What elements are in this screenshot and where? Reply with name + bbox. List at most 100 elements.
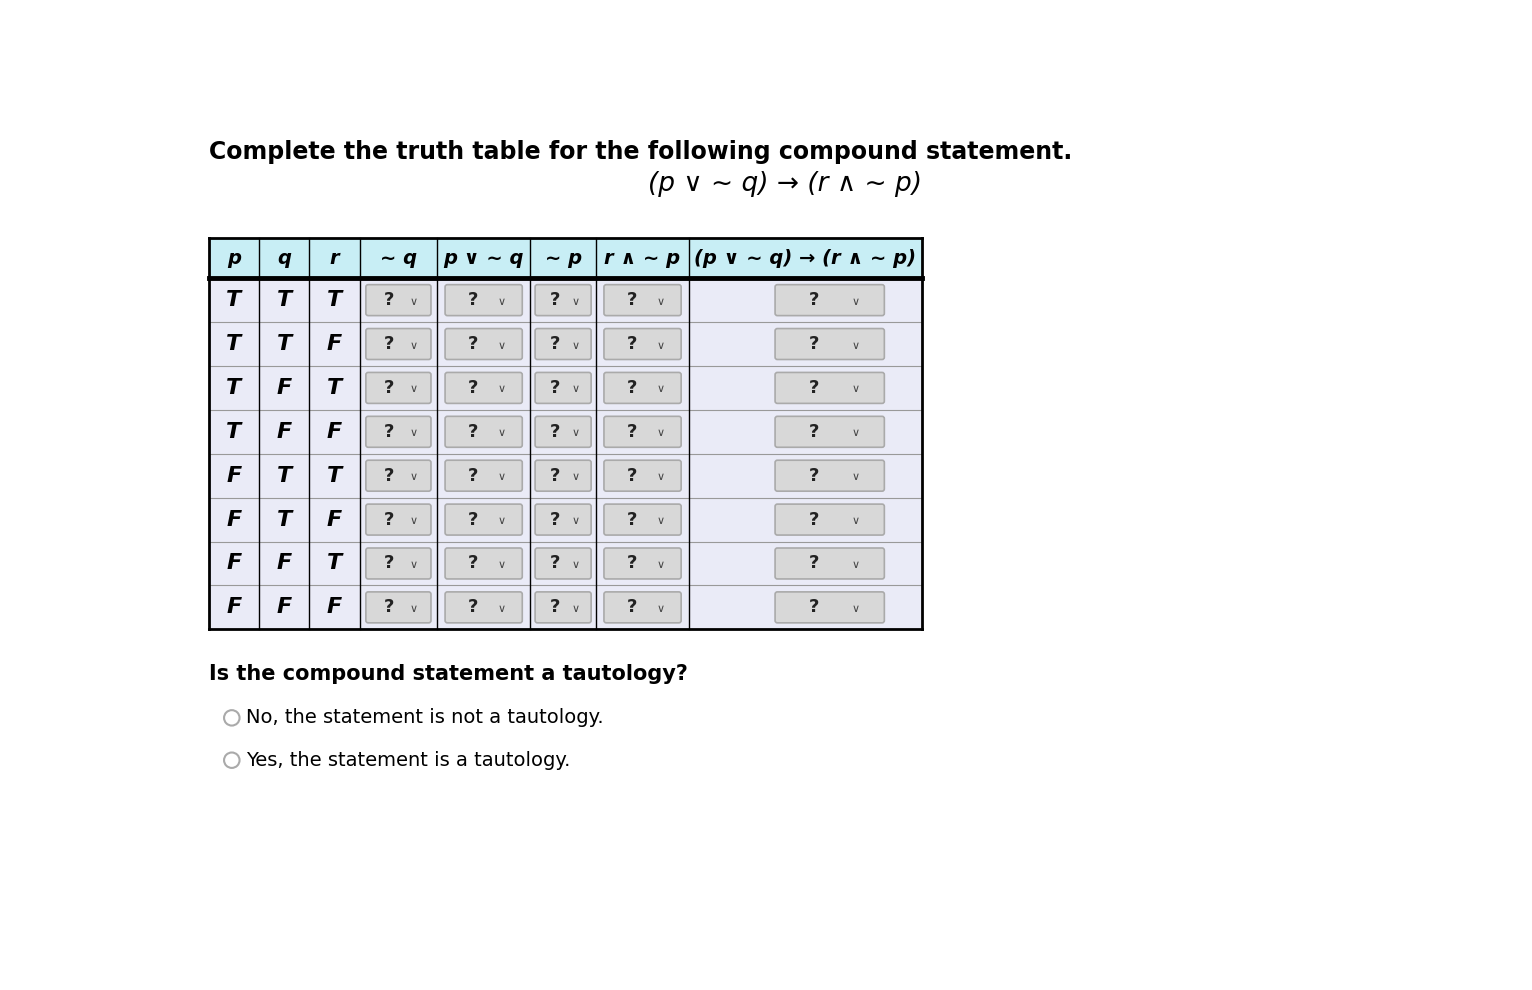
Text: q: q	[277, 248, 291, 267]
FancyBboxPatch shape	[366, 329, 430, 359]
Text: ∨: ∨	[571, 472, 581, 482]
Text: ?: ?	[550, 423, 561, 441]
Text: p ∨ ∼ q: p ∨ ∼ q	[443, 248, 524, 267]
Text: F: F	[276, 597, 291, 618]
FancyBboxPatch shape	[446, 417, 522, 447]
Text: ∼ p: ∼ p	[544, 248, 582, 267]
Text: ?: ?	[385, 598, 395, 617]
Text: ?: ?	[385, 554, 395, 572]
Text: ∨: ∨	[409, 297, 418, 307]
Text: ∨: ∨	[498, 472, 506, 482]
Text: ?: ?	[467, 379, 478, 397]
Text: ?: ?	[467, 598, 478, 617]
Text: ?: ?	[467, 511, 478, 529]
FancyBboxPatch shape	[366, 548, 430, 579]
FancyBboxPatch shape	[366, 504, 430, 535]
FancyBboxPatch shape	[604, 460, 682, 491]
Text: ?: ?	[385, 423, 395, 441]
FancyBboxPatch shape	[604, 548, 682, 579]
FancyBboxPatch shape	[604, 329, 682, 359]
Text: T: T	[326, 290, 342, 310]
FancyBboxPatch shape	[366, 460, 430, 491]
Text: ∨: ∨	[409, 472, 418, 482]
FancyBboxPatch shape	[604, 592, 682, 623]
Text: T: T	[326, 378, 342, 398]
FancyBboxPatch shape	[446, 329, 522, 359]
Text: ∨: ∨	[571, 604, 581, 614]
Text: ∨: ∨	[409, 384, 418, 394]
Text: r: r	[329, 248, 339, 267]
FancyBboxPatch shape	[535, 504, 591, 535]
Text: ∨: ∨	[409, 604, 418, 614]
Text: T: T	[326, 553, 342, 573]
FancyBboxPatch shape	[446, 504, 522, 535]
Text: ?: ?	[385, 379, 395, 397]
Text: T: T	[227, 422, 242, 442]
FancyBboxPatch shape	[366, 592, 430, 623]
Text: ∨: ∨	[498, 341, 506, 350]
Text: T: T	[277, 334, 291, 354]
Text: ?: ?	[627, 335, 637, 353]
FancyBboxPatch shape	[604, 372, 682, 403]
Bar	[208, 366, 922, 410]
FancyBboxPatch shape	[775, 329, 884, 359]
Text: ∨: ∨	[657, 516, 665, 526]
Text: ∨: ∨	[852, 472, 859, 482]
Text: T: T	[277, 510, 291, 530]
Text: F: F	[326, 510, 342, 530]
Bar	[208, 453, 922, 498]
Text: ∨: ∨	[498, 297, 506, 307]
Text: ∨: ∨	[571, 516, 581, 526]
Text: ∨: ∨	[852, 384, 859, 394]
Text: ?: ?	[550, 291, 561, 309]
Bar	[208, 542, 922, 585]
Bar	[208, 278, 922, 322]
FancyBboxPatch shape	[535, 548, 591, 579]
Text: ?: ?	[467, 291, 478, 309]
Bar	[208, 322, 922, 366]
FancyBboxPatch shape	[604, 285, 682, 316]
Text: Yes, the statement is a tautology.: Yes, the statement is a tautology.	[245, 750, 570, 769]
Text: ∨: ∨	[852, 604, 859, 614]
FancyBboxPatch shape	[775, 285, 884, 316]
FancyBboxPatch shape	[366, 285, 430, 316]
Text: ∨: ∨	[852, 341, 859, 350]
Text: F: F	[326, 422, 342, 442]
Text: Is the compound statement a tautology?: Is the compound statement a tautology?	[208, 664, 688, 684]
Text: ?: ?	[550, 335, 561, 353]
Text: T: T	[326, 465, 342, 486]
Text: T: T	[227, 290, 242, 310]
Text: F: F	[227, 553, 242, 573]
Text: ∨: ∨	[498, 429, 506, 439]
Text: T: T	[277, 465, 291, 486]
Text: ?: ?	[627, 511, 637, 529]
Text: ∨: ∨	[571, 341, 581, 350]
Text: ?: ?	[385, 291, 395, 309]
Bar	[208, 585, 922, 630]
FancyBboxPatch shape	[446, 285, 522, 316]
FancyBboxPatch shape	[366, 417, 430, 447]
FancyBboxPatch shape	[775, 460, 884, 491]
Text: ∨: ∨	[571, 384, 581, 394]
Text: ∨: ∨	[852, 516, 859, 526]
Circle shape	[224, 752, 239, 768]
Text: F: F	[326, 334, 342, 354]
FancyBboxPatch shape	[446, 372, 522, 403]
FancyBboxPatch shape	[775, 417, 884, 447]
FancyBboxPatch shape	[535, 417, 591, 447]
Text: ?: ?	[550, 554, 561, 572]
Text: ?: ?	[467, 554, 478, 572]
Circle shape	[224, 710, 239, 726]
Text: ?: ?	[550, 466, 561, 485]
Text: F: F	[276, 553, 291, 573]
Text: ?: ?	[467, 335, 478, 353]
Text: ?: ?	[809, 511, 820, 529]
Text: F: F	[227, 465, 242, 486]
Text: ∨: ∨	[852, 297, 859, 307]
FancyBboxPatch shape	[446, 592, 522, 623]
Text: ?: ?	[627, 291, 637, 309]
Text: ∨: ∨	[571, 297, 581, 307]
Text: Complete the truth table for the following compound statement.: Complete the truth table for the followi…	[208, 141, 1072, 164]
Text: ?: ?	[467, 466, 478, 485]
FancyBboxPatch shape	[535, 592, 591, 623]
